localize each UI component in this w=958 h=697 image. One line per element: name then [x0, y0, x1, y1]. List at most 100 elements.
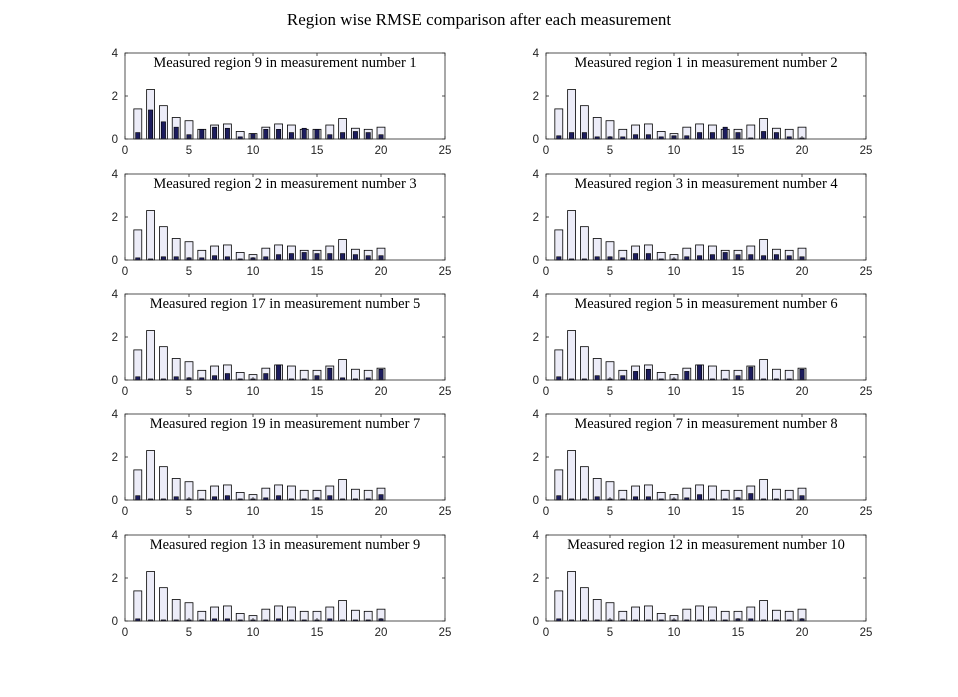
- bar-measured: [224, 373, 230, 381]
- y-tick-label: 0: [533, 616, 539, 628]
- bar-baseline: [592, 117, 602, 140]
- y-tick-label: 4: [533, 530, 540, 542]
- x-tick-label: 5: [607, 266, 613, 278]
- x-tick-label: 10: [247, 506, 260, 518]
- x-tick-label: 0: [543, 506, 549, 518]
- subplot-6: 0 5 10 15 20 25 0 2 4 Measured region 5 in measur…: [533, 289, 873, 398]
- bar-baseline: [299, 610, 309, 622]
- y-tick-label: 2: [112, 452, 118, 464]
- bar-measured: [365, 255, 371, 261]
- y-tick-label: 2: [112, 212, 118, 224]
- x-tick-label: 15: [311, 145, 324, 157]
- bar-baseline: [299, 489, 309, 501]
- subplot-8: 0 5 10 15 20 25 0 2 4 Measured region 7 in measur…: [533, 409, 873, 518]
- y-tick-label: 2: [533, 212, 539, 224]
- y-tick-label: 4: [533, 48, 540, 60]
- y-tick-label: 2: [533, 91, 539, 103]
- bar-measured: [301, 252, 307, 261]
- bar-baseline: [759, 479, 768, 501]
- x-tick-label: 15: [311, 627, 324, 639]
- x-tick-label: 20: [796, 266, 809, 278]
- subplot-4: 0 5 10 15 20 25 0 2 4 Measured region 3 in measur…: [533, 169, 873, 278]
- x-tick-label: 0: [543, 627, 549, 639]
- bar-measured: [633, 496, 639, 501]
- subplot-2: 0 5 10 15 20 25 0 2 4 Measured region 1 in measur…: [533, 48, 873, 157]
- bar-baseline: [720, 610, 730, 622]
- bar-baseline: [720, 489, 730, 501]
- bar-baseline: [159, 226, 168, 261]
- bar-baseline: [338, 479, 347, 501]
- bar-baseline: [351, 488, 360, 501]
- x-tick-label: 25: [860, 266, 873, 278]
- bar-baseline: [567, 89, 576, 140]
- subplot-title: Measured region 9 in measurement number …: [153, 55, 416, 71]
- y-tick-label: 4: [533, 289, 540, 301]
- bar-measured: [276, 129, 282, 140]
- y-tick-label: 0: [112, 495, 118, 507]
- y-tick-label: 2: [533, 573, 539, 585]
- bar-baseline: [592, 599, 602, 622]
- x-tick-label: 15: [732, 506, 745, 518]
- x-tick-label: 15: [732, 266, 745, 278]
- bar-baseline: [133, 590, 143, 622]
- bar-measured: [594, 256, 600, 261]
- x-tick-label: 20: [796, 506, 809, 518]
- subplot-10: 0 5 10 15 20 25 0 2 4 Measured region 12 in measu…: [533, 530, 873, 639]
- subplot-7: 0 5 10 15 20 25 0 2 4 Measured region 19 in measu…: [112, 409, 452, 518]
- bar-measured: [620, 375, 626, 381]
- x-tick-label: 20: [375, 627, 388, 639]
- bar-baseline: [580, 226, 589, 261]
- bar-measured: [786, 255, 792, 261]
- bar-baseline: [580, 587, 589, 622]
- y-tick-label: 0: [112, 255, 118, 267]
- bar-baseline: [351, 609, 360, 622]
- y-tick-label: 2: [533, 332, 539, 344]
- x-tick-label: 15: [732, 627, 745, 639]
- bar-baseline: [695, 605, 704, 622]
- x-tick-label: 15: [311, 386, 324, 398]
- x-tick-label: 20: [796, 386, 809, 398]
- x-tick-label: 20: [375, 266, 388, 278]
- bar-measured: [556, 376, 562, 381]
- bar-baseline: [580, 466, 589, 501]
- bar-measured: [773, 254, 779, 261]
- bar-measured: [340, 132, 346, 140]
- subplot-title: Measured region 1 in measurement number …: [574, 55, 837, 71]
- bar-baseline: [133, 229, 143, 261]
- y-tick-label: 0: [112, 616, 118, 628]
- x-tick-label: 10: [668, 506, 681, 518]
- bar-measured: [684, 135, 690, 140]
- bar-measured: [160, 121, 166, 140]
- bar-measured: [199, 129, 205, 140]
- y-tick-label: 0: [533, 375, 539, 387]
- bar-baseline: [567, 571, 576, 622]
- bar-baseline: [708, 606, 717, 622]
- bar-baseline: [554, 229, 564, 261]
- bar-measured: [556, 495, 562, 501]
- y-tick-label: 0: [533, 495, 539, 507]
- subplot-5: 0 5 10 15 20 25 0 2 4 Measured region 17 in measu…: [112, 289, 452, 398]
- subplot-title: Measured region 12 in measurement number…: [567, 537, 845, 553]
- bar-measured: [327, 495, 333, 501]
- bar-measured: [173, 126, 179, 140]
- x-tick-label: 0: [122, 266, 128, 278]
- bar-measured: [748, 493, 754, 501]
- bar-measured: [301, 127, 307, 140]
- y-tick-label: 2: [112, 573, 118, 585]
- x-tick-label: 5: [607, 627, 613, 639]
- bar-measured: [697, 364, 703, 381]
- bar-measured: [594, 496, 600, 501]
- y-tick-label: 0: [112, 134, 118, 146]
- x-tick-label: 25: [860, 145, 873, 157]
- x-tick-label: 0: [543, 386, 549, 398]
- bar-measured: [645, 496, 651, 501]
- subplot-title: Measured region 2 in measurement number …: [153, 176, 416, 192]
- bar-baseline: [772, 368, 781, 381]
- y-tick-label: 4: [112, 48, 119, 60]
- bar-measured: [365, 132, 371, 140]
- bar-measured: [709, 132, 715, 140]
- bar-measured: [263, 256, 269, 261]
- x-tick-label: 10: [247, 145, 260, 157]
- bar-baseline: [682, 608, 692, 622]
